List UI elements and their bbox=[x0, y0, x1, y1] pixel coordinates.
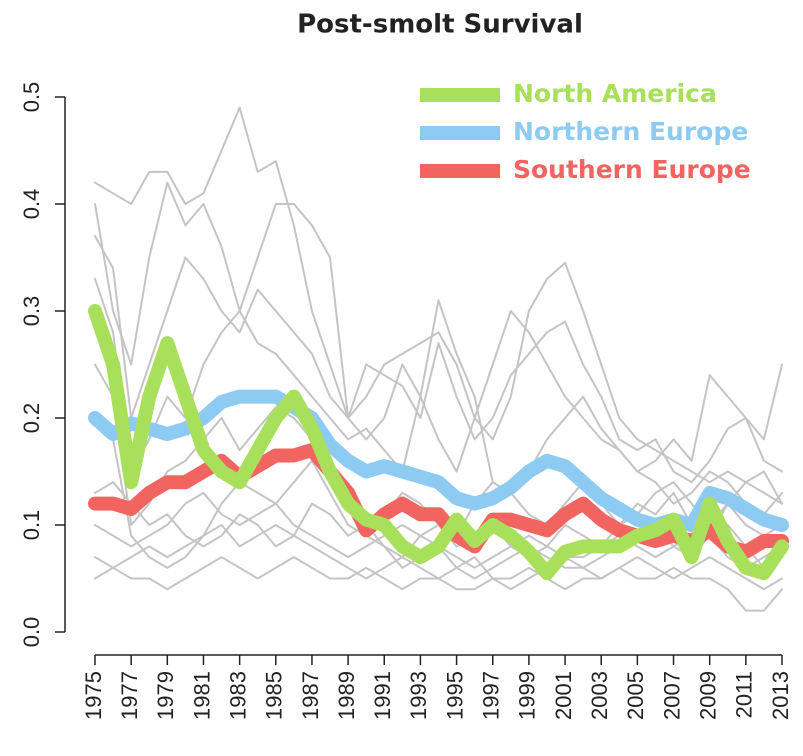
x-tick-label: 2003 bbox=[587, 671, 612, 720]
background-line bbox=[94, 524, 783, 591]
x-tick-label: 1983 bbox=[225, 671, 250, 720]
legend-label: Northern Europe bbox=[513, 117, 748, 146]
background-line bbox=[94, 106, 783, 505]
x-tick-label: 1975 bbox=[81, 671, 106, 720]
x-tick-label: 1989 bbox=[334, 671, 359, 720]
x-tick-label: 1993 bbox=[406, 671, 431, 720]
background-line bbox=[94, 181, 783, 473]
x-tick-label: 1991 bbox=[370, 671, 395, 720]
legend-label: North America bbox=[513, 79, 717, 108]
y-tick-label: 0.1 bbox=[19, 510, 44, 541]
x-tick-label: 1979 bbox=[153, 671, 178, 720]
background-line bbox=[94, 235, 783, 484]
x-tick-label: 1981 bbox=[189, 671, 214, 720]
x-tick-label: 1985 bbox=[262, 671, 287, 720]
x-tick-label: 1997 bbox=[479, 671, 504, 720]
background-line bbox=[94, 556, 783, 612]
background-line bbox=[94, 277, 783, 516]
x-tick-label: 2007 bbox=[659, 671, 684, 720]
x-tick-label: 1987 bbox=[298, 671, 323, 720]
legend-label: Southern Europe bbox=[513, 155, 751, 184]
x-tick-label: 2009 bbox=[695, 671, 720, 720]
x-tick-label: 1999 bbox=[515, 671, 540, 720]
y-tick-label: 0.0 bbox=[19, 617, 44, 648]
x-tick-label: 1995 bbox=[442, 671, 467, 720]
x-tick-label: 1977 bbox=[117, 671, 142, 720]
y-tick-label: 0.3 bbox=[19, 296, 44, 327]
chart-title: Post-smolt Survival bbox=[297, 10, 583, 40]
x-tick-label: 2005 bbox=[623, 671, 648, 720]
x-tick-label: 2011 bbox=[732, 671, 757, 718]
series-line bbox=[88, 304, 789, 581]
y-tick-label: 0.4 bbox=[19, 189, 44, 220]
x-tick-label: 2013 bbox=[768, 671, 793, 720]
y-tick-label: 0.5 bbox=[19, 82, 44, 113]
y-tick-label: 0.2 bbox=[19, 403, 44, 434]
x-tick-label: 2001 bbox=[551, 671, 576, 720]
